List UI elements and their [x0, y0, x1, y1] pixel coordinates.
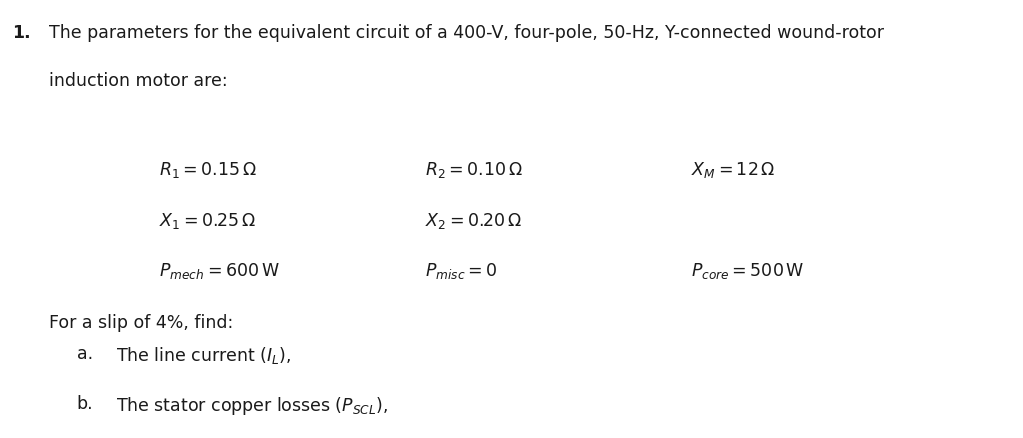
Text: $R_1 = 0.15\,\Omega$: $R_1 = 0.15\,\Omega$ [159, 160, 257, 180]
Text: The parameters for the equivalent circuit of a 400-V, four-pole, 50-Hz, Y-connec: The parameters for the equivalent circui… [49, 24, 884, 42]
Text: $P_{mech} = 600\,\mathrm{W}$: $P_{mech} = 600\,\mathrm{W}$ [159, 261, 279, 281]
Text: a.: a. [77, 344, 93, 362]
Text: $R_2 = 0.10\,\Omega$: $R_2 = 0.10\,\Omega$ [425, 160, 523, 180]
Text: $X_2 = 0.20\,\Omega$: $X_2 = 0.20\,\Omega$ [425, 210, 522, 230]
Text: $X_1 = 0.25\,\Omega$: $X_1 = 0.25\,\Omega$ [159, 210, 256, 230]
Text: $P_{misc} = 0$: $P_{misc} = 0$ [425, 261, 497, 281]
Text: The line current ($I_L$),: The line current ($I_L$), [116, 344, 291, 365]
Text: $X_M = 12\,\Omega$: $X_M = 12\,\Omega$ [691, 160, 775, 180]
Text: 1.: 1. [12, 24, 31, 42]
Text: For a slip of 4%, find:: For a slip of 4%, find: [49, 313, 233, 331]
Text: induction motor are:: induction motor are: [49, 72, 228, 90]
Text: $P_{core} = 500\,\mathrm{W}$: $P_{core} = 500\,\mathrm{W}$ [691, 261, 804, 281]
Text: The stator copper losses ($P_{SCL}$),: The stator copper losses ($P_{SCL}$), [116, 394, 388, 416]
Text: b.: b. [77, 394, 93, 412]
